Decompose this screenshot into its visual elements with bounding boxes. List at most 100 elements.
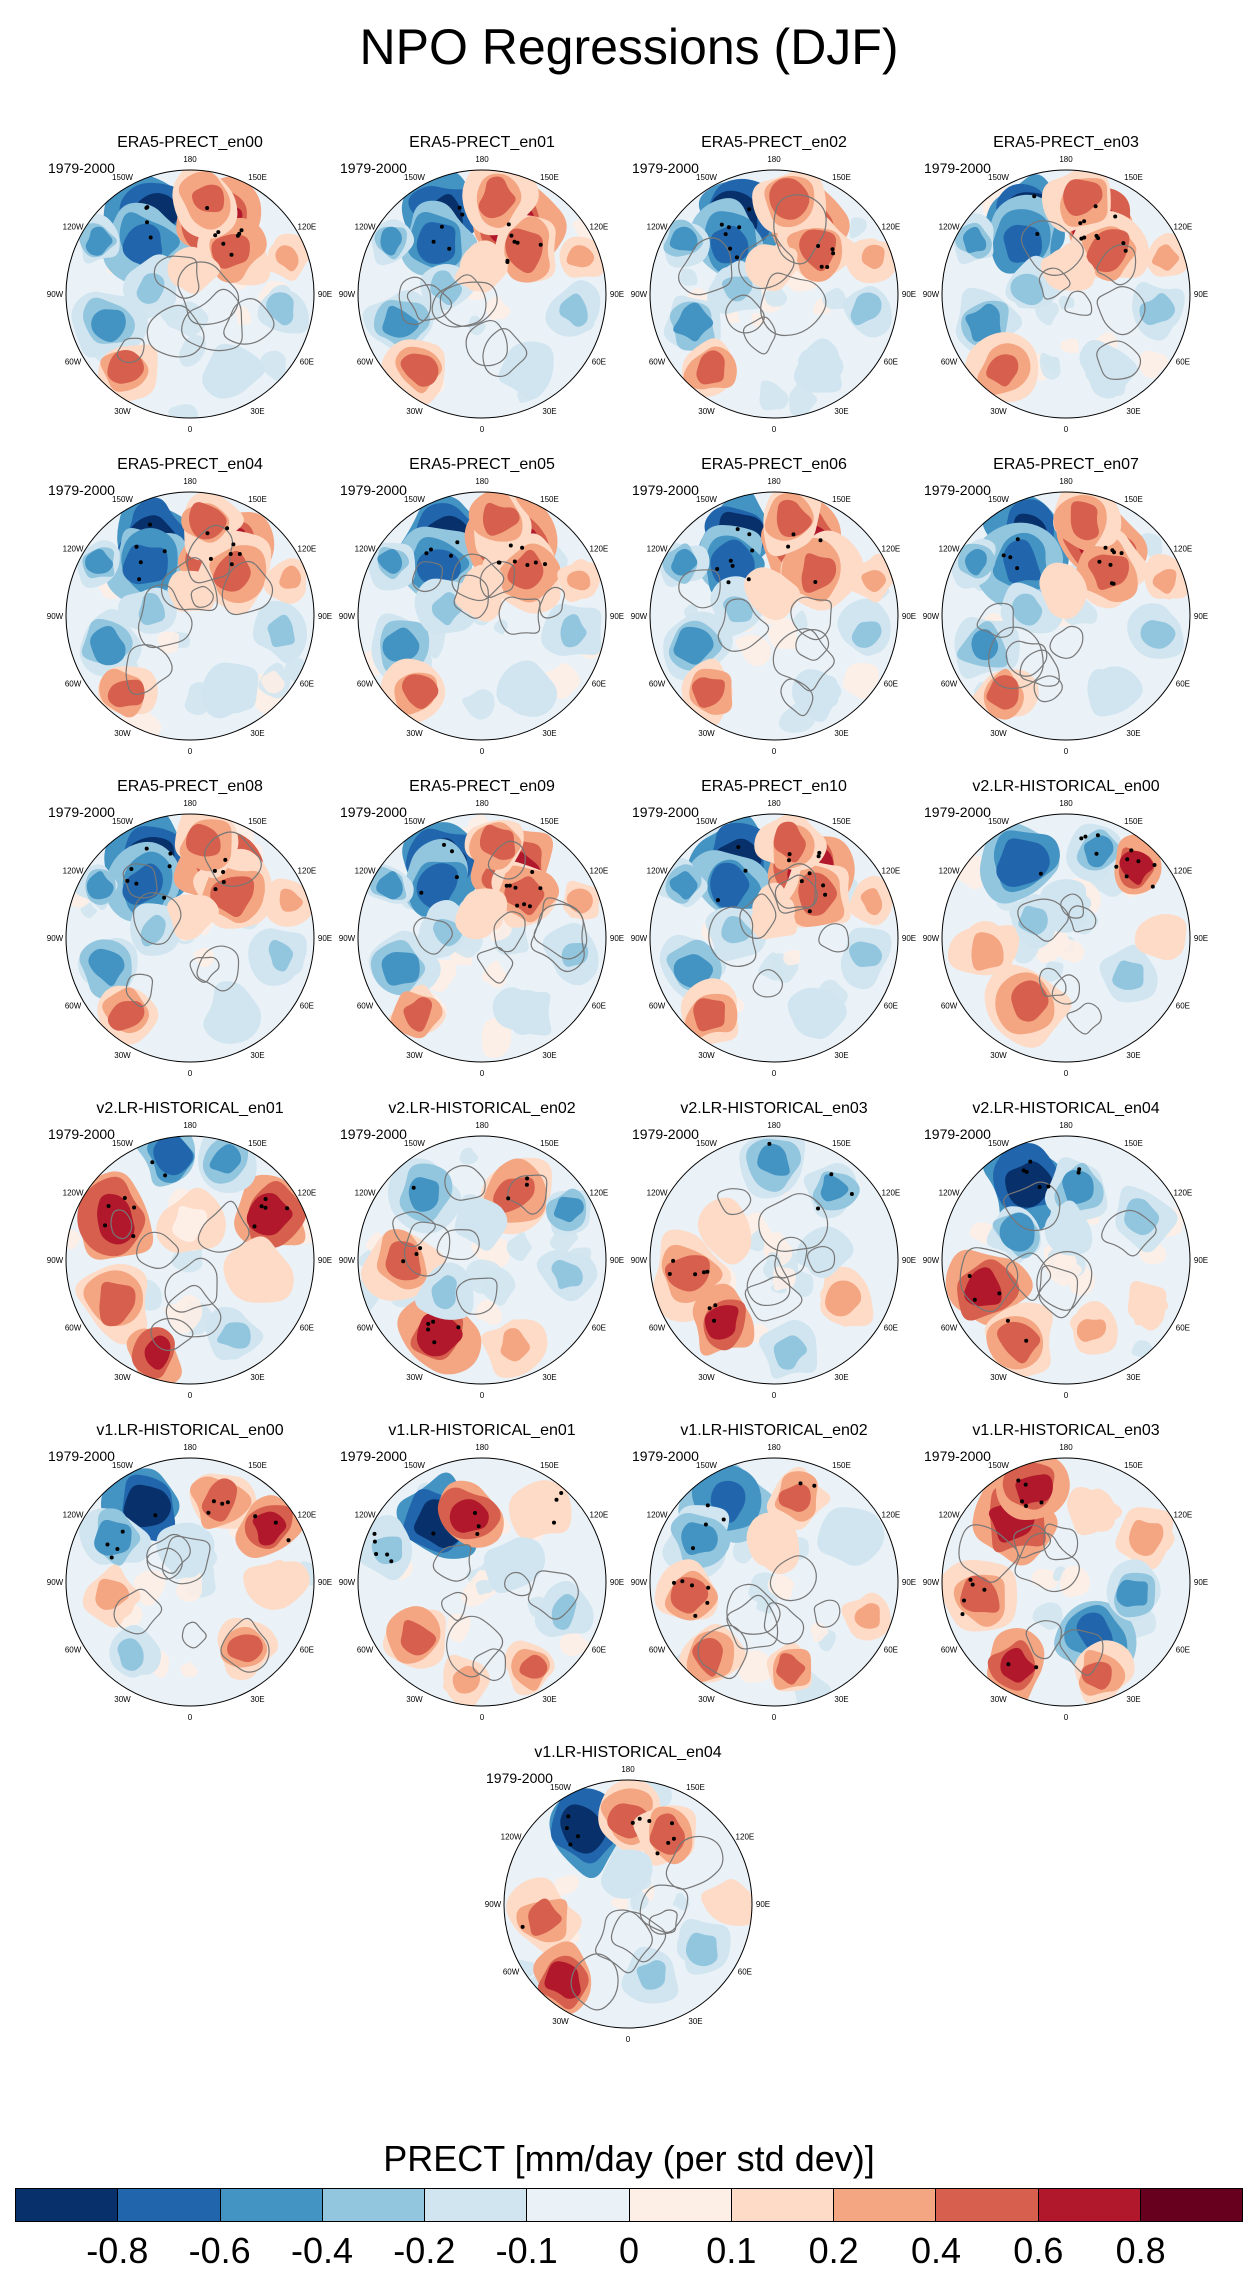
significance-dot bbox=[816, 244, 821, 248]
significance-dot bbox=[385, 1552, 390, 1557]
longitude-label: 90W bbox=[339, 934, 356, 943]
anomaly-patch bbox=[1003, 539, 1042, 583]
significance-dot bbox=[475, 1532, 480, 1536]
longitude-label: 150E bbox=[686, 1783, 705, 1792]
anomaly-patch bbox=[252, 1511, 287, 1546]
longitude-label: 150E bbox=[540, 495, 559, 504]
coastline bbox=[436, 1229, 480, 1261]
map-panel: v1.LR-HISTORICAL_en02 1979-2000 180 150E 120… bbox=[624, 1422, 924, 1722]
map-panel: ERA5-PRECT_en09 1979-2000 180 150E 120E 90E 60… bbox=[332, 778, 632, 1078]
longitude-label: 60W bbox=[357, 1646, 374, 1655]
significance-dot bbox=[1124, 874, 1129, 879]
anomaly-patch bbox=[176, 897, 205, 928]
anomaly-patch bbox=[854, 1603, 880, 1629]
longitude-label: 150E bbox=[540, 1139, 559, 1148]
longitude-label: 60W bbox=[65, 1002, 82, 1011]
map-border bbox=[649, 169, 899, 419]
anomaly-patch bbox=[1140, 620, 1176, 649]
longitude-label: 0 bbox=[480, 1069, 485, 1078]
significance-dot bbox=[520, 545, 525, 550]
coastline bbox=[479, 561, 516, 598]
anomaly-patch bbox=[553, 1196, 584, 1223]
significance-dot bbox=[747, 207, 752, 212]
longitude-label: 150W bbox=[404, 1139, 425, 1148]
longitude-label: 0 bbox=[480, 1391, 485, 1400]
longitude-label: 30W bbox=[114, 1373, 131, 1382]
longitude-label: 180 bbox=[183, 1121, 197, 1130]
colorbar: PRECT [mm/day (per std dev)] -0.8 -0.6 -0.… bbox=[0, 2130, 1258, 2271]
coastline bbox=[482, 328, 528, 378]
map-panel: ERA5-PRECT_en04 1979-2000 180 150E 120E 90E 60… bbox=[40, 456, 340, 756]
significance-dot bbox=[1035, 232, 1040, 236]
coastline bbox=[197, 1200, 250, 1253]
longitude-label: 150W bbox=[988, 817, 1009, 826]
coastline bbox=[976, 602, 1014, 638]
significance-dot bbox=[372, 1531, 377, 1536]
coastline bbox=[1014, 1532, 1080, 1593]
anomaly-patch bbox=[746, 1230, 765, 1252]
period-label: 1979-2000 bbox=[632, 160, 699, 176]
longitude-label: 90W bbox=[631, 934, 648, 943]
significance-dot bbox=[129, 867, 134, 871]
longitude-label: 30W bbox=[406, 1051, 423, 1060]
coastline bbox=[446, 1615, 504, 1678]
longitude-label: 0 bbox=[188, 1391, 193, 1400]
significance-dot bbox=[424, 551, 429, 556]
longitude-label: 30W bbox=[406, 1695, 423, 1704]
polar-map: 180 150E 120E 90E 60E 30E 0 30W 60W 90W 120W 150W bbox=[923, 155, 1208, 434]
significance-dot bbox=[1021, 1168, 1026, 1173]
longitude-label: 120E bbox=[1174, 223, 1193, 232]
map-panel: ERA5-PRECT_en10 1979-2000 180 150E 120E 90E 60… bbox=[624, 778, 924, 1078]
anomaly-patch bbox=[1035, 301, 1059, 326]
anomaly-patch bbox=[88, 948, 125, 987]
significance-dot bbox=[431, 239, 436, 244]
longitude-label: 90E bbox=[318, 1578, 332, 1587]
panel-title: ERA5-PRECT_en08 bbox=[117, 778, 263, 795]
significance-dot bbox=[419, 890, 424, 895]
anomaly-patch bbox=[235, 306, 252, 326]
anomaly-patch bbox=[1005, 1161, 1053, 1208]
longitude-label: 30E bbox=[834, 1051, 848, 1060]
longitude-label: 60W bbox=[65, 1324, 82, 1333]
colorbar-box bbox=[731, 2189, 834, 2221]
longitude-label: 90W bbox=[47, 612, 64, 621]
anomaly-patch bbox=[85, 226, 113, 256]
significance-dot bbox=[737, 225, 742, 230]
map-panel: v1.LR-HISTORICAL_en03 1979-2000 180 150E 120… bbox=[916, 1422, 1216, 1722]
coastline bbox=[403, 1221, 451, 1277]
significance-dot bbox=[237, 552, 242, 556]
coastline bbox=[769, 1555, 817, 1602]
significance-dot bbox=[671, 1258, 676, 1263]
longitude-label: 60W bbox=[65, 1646, 82, 1655]
coastline bbox=[132, 892, 182, 945]
longitude-label: 150W bbox=[696, 173, 717, 182]
anomaly-patch bbox=[123, 1484, 172, 1528]
anomaly-patch bbox=[836, 1521, 865, 1554]
anomaly-patch bbox=[107, 1000, 145, 1031]
significance-dot bbox=[1136, 859, 1141, 864]
anomaly-patch bbox=[1129, 1519, 1164, 1556]
panel-title: v2.LR-HISTORICAL_en01 bbox=[96, 1100, 284, 1117]
longitude-label: 90W bbox=[485, 1900, 502, 1909]
longitude-label: 90W bbox=[339, 1578, 356, 1587]
map-panel: ERA5-PRECT_en01 1979-2000 180 150E 120E 90E 60… bbox=[332, 134, 632, 434]
anomaly-patch bbox=[275, 245, 299, 272]
longitude-label: 90E bbox=[1194, 934, 1208, 943]
longitude-label: 180 bbox=[767, 1121, 781, 1130]
longitude-label: 60E bbox=[884, 1002, 898, 1011]
anomaly-patch bbox=[861, 570, 886, 593]
anomaly-patch bbox=[1139, 293, 1175, 326]
significance-dot bbox=[206, 1510, 211, 1515]
significance-dot bbox=[426, 1321, 431, 1326]
longitude-label: 120E bbox=[882, 223, 901, 232]
longitude-label: 60W bbox=[941, 1324, 958, 1333]
significance-dot bbox=[1076, 1170, 1081, 1175]
coastline bbox=[726, 1583, 781, 1635]
anomaly-patch bbox=[1000, 1647, 1036, 1683]
longitude-label: 30E bbox=[834, 729, 848, 738]
anomaly-patch bbox=[681, 1522, 718, 1555]
period-label: 1979-2000 bbox=[340, 804, 407, 820]
longitude-label: 30W bbox=[114, 1695, 131, 1704]
anomaly-patch bbox=[95, 1578, 130, 1610]
significance-dot bbox=[736, 845, 741, 850]
